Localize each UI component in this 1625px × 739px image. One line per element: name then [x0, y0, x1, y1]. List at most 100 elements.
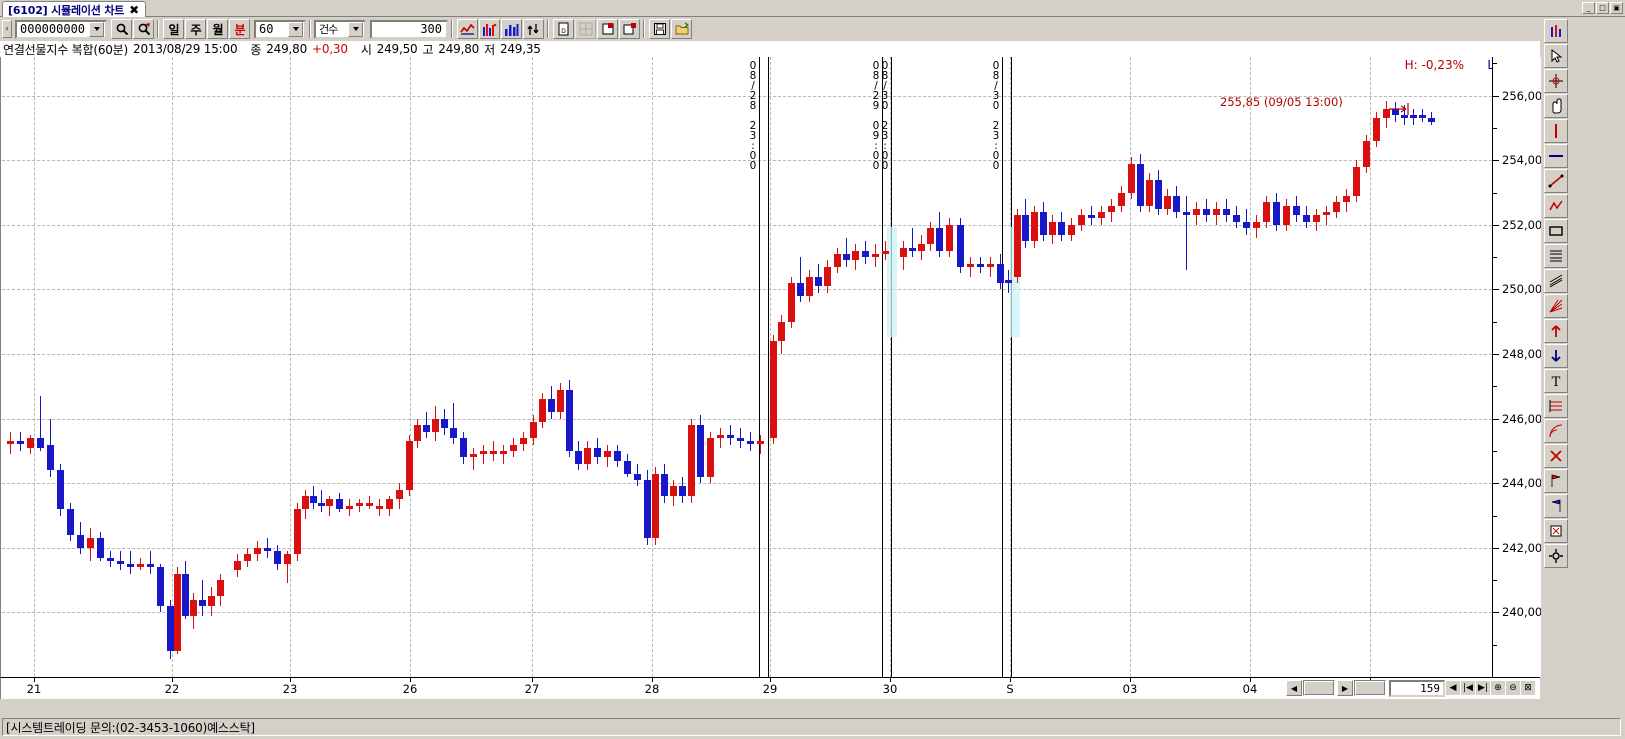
hand-pan-icon[interactable]	[1544, 94, 1568, 118]
price-axis[interactable]: 240,00 242,00 244,00 246,00 248,00 250,00 252,…	[1492, 57, 1543, 677]
price-tick	[1493, 96, 1499, 97]
window-tab[interactable]: [6102] 시뮬레이션 차트 ✖	[2, 1, 147, 17]
settings-icon[interactable]	[1544, 544, 1568, 568]
date-tick-label: 23	[282, 682, 298, 696]
minimize-button[interactable]: _	[1582, 2, 1595, 14]
fibonacci-icon[interactable]	[1544, 244, 1568, 268]
window-buttons: _ □ ▣	[1582, 2, 1623, 14]
drawing-tools-toolbar: T	[1541, 18, 1571, 678]
save-icon[interactable]	[649, 19, 670, 39]
updown-arrows-icon[interactable]	[523, 19, 544, 39]
candle-body	[1363, 140, 1370, 167]
maximize-button[interactable]: □	[1596, 2, 1609, 14]
chart-style-icon[interactable]	[1544, 19, 1568, 43]
window-copy-icon[interactable]	[619, 19, 640, 39]
restore-button[interactable]: ▣	[1610, 2, 1623, 14]
candle-body	[1183, 212, 1190, 216]
candle-body	[302, 496, 309, 510]
scroll-right-button[interactable]: ▶	[1337, 680, 1353, 696]
line-chart-icon[interactable]	[457, 19, 478, 39]
cursor-arrow-icon[interactable]	[1544, 44, 1568, 68]
candle-body	[326, 499, 333, 506]
fib-arc-icon[interactable]	[1544, 419, 1568, 443]
period-day-button[interactable]: 일	[163, 19, 184, 39]
candle-body	[264, 547, 271, 552]
folder-open-icon[interactable]	[671, 19, 692, 39]
zoom-in-icon[interactable]: ⊕	[1491, 681, 1505, 695]
candle-body	[584, 447, 591, 464]
close-icon[interactable]: ✖	[129, 2, 140, 17]
channel-icon[interactable]	[1544, 269, 1568, 293]
symbol-code-combobox[interactable]: 000000000	[15, 19, 107, 39]
fib-retracement-icon[interactable]	[1544, 394, 1568, 418]
rectangle-icon[interactable]	[1544, 219, 1568, 243]
search-icon[interactable]	[111, 19, 132, 39]
info-change-value: +0,30	[312, 42, 348, 56]
candle-body	[843, 253, 850, 261]
cross-marker-icon[interactable]	[1544, 444, 1568, 468]
arrow-up-icon[interactable]	[1544, 319, 1568, 343]
chevron-down-icon[interactable]	[89, 21, 104, 37]
count-mode-combobox[interactable]: 건수	[314, 19, 366, 39]
bar-count-input[interactable]: 159	[1389, 679, 1445, 697]
date-tick	[410, 678, 411, 682]
zoom-out-icon[interactable]: ⊖	[1506, 681, 1520, 695]
date-tick-label: S	[1006, 682, 1014, 696]
nav-next-icon[interactable]: ▶|	[1476, 681, 1490, 695]
grid-line-horizontal	[2, 96, 1492, 97]
candle-body	[490, 450, 497, 455]
price-tick-label: 254,00	[1502, 153, 1543, 167]
delete-drawing-icon[interactable]	[1544, 519, 1568, 543]
selected-bar-highlight	[1010, 227, 1020, 337]
candle-body	[634, 473, 641, 481]
flag-down-icon[interactable]	[1544, 494, 1568, 518]
vertical-line-icon[interactable]	[1544, 119, 1568, 143]
crosshair-icon[interactable]	[1544, 69, 1568, 93]
horizontal-line-icon[interactable]	[1544, 144, 1568, 168]
scroll-left-button[interactable]: ◀	[1286, 680, 1302, 696]
chevron-down-icon[interactable]	[348, 21, 363, 37]
arrow-down-icon[interactable]	[1544, 344, 1568, 368]
bar-chart-icon[interactable]	[501, 19, 522, 39]
price-tick-minor	[1493, 63, 1497, 64]
interval-combobox[interactable]: 60	[254, 19, 306, 39]
price-tick-label: 250,00	[1502, 282, 1543, 296]
gann-fan-icon[interactable]	[1544, 294, 1568, 318]
candle-wick	[1246, 208, 1247, 235]
prev-symbol-button[interactable]: ‹	[2, 20, 12, 38]
window-restore-icon[interactable]	[597, 19, 618, 39]
search-cancel-icon[interactable]	[133, 19, 154, 39]
grid-line-vertical	[1250, 57, 1251, 677]
date-tick	[652, 678, 653, 682]
grid-line-horizontal	[2, 419, 1492, 420]
chart-area[interactable]: H: -0,23% L: 7,00% 255,85 (09/05 13:00) …	[0, 57, 1543, 677]
scrollbar-track-left[interactable]	[1303, 680, 1335, 696]
candle-body	[757, 441, 764, 445]
nav-prev-icon[interactable]: |◀	[1461, 681, 1475, 695]
candle-body	[530, 421, 537, 439]
nav-first-icon[interactable]: ◀	[1446, 681, 1460, 695]
candle-body	[1049, 221, 1056, 235]
document-icon[interactable]: D	[553, 19, 574, 39]
period-minute-button[interactable]: 분	[229, 19, 250, 39]
period-week-button[interactable]: 주	[185, 19, 206, 39]
candle-wick	[990, 257, 991, 277]
candle-body	[697, 425, 704, 477]
chevron-down-icon[interactable]	[288, 21, 303, 37]
fit-chart-icon[interactable]: ⊠	[1521, 681, 1535, 695]
volume-bars-icon[interactable]	[479, 19, 500, 39]
candle-body	[147, 563, 154, 568]
count-input[interactable]: 300	[370, 19, 448, 39]
period-month-button[interactable]: 월	[207, 19, 228, 39]
candle-body	[57, 470, 64, 510]
trend-line-icon[interactable]	[1544, 169, 1568, 193]
symbol-code-value: 000000000	[20, 22, 86, 36]
date-tick	[1010, 678, 1011, 682]
scrollbar-track-right[interactable]	[1354, 680, 1386, 696]
text-label-icon[interactable]: T	[1544, 369, 1568, 393]
zigzag-line-icon[interactable]	[1544, 194, 1568, 218]
flag-up-icon[interactable]	[1544, 469, 1568, 493]
candle-body	[594, 447, 601, 458]
candle-body	[834, 253, 841, 267]
candlestick-plot[interactable]: H: -0,23% L: 7,00% 255,85 (09/05 13:00) …	[2, 57, 1492, 677]
